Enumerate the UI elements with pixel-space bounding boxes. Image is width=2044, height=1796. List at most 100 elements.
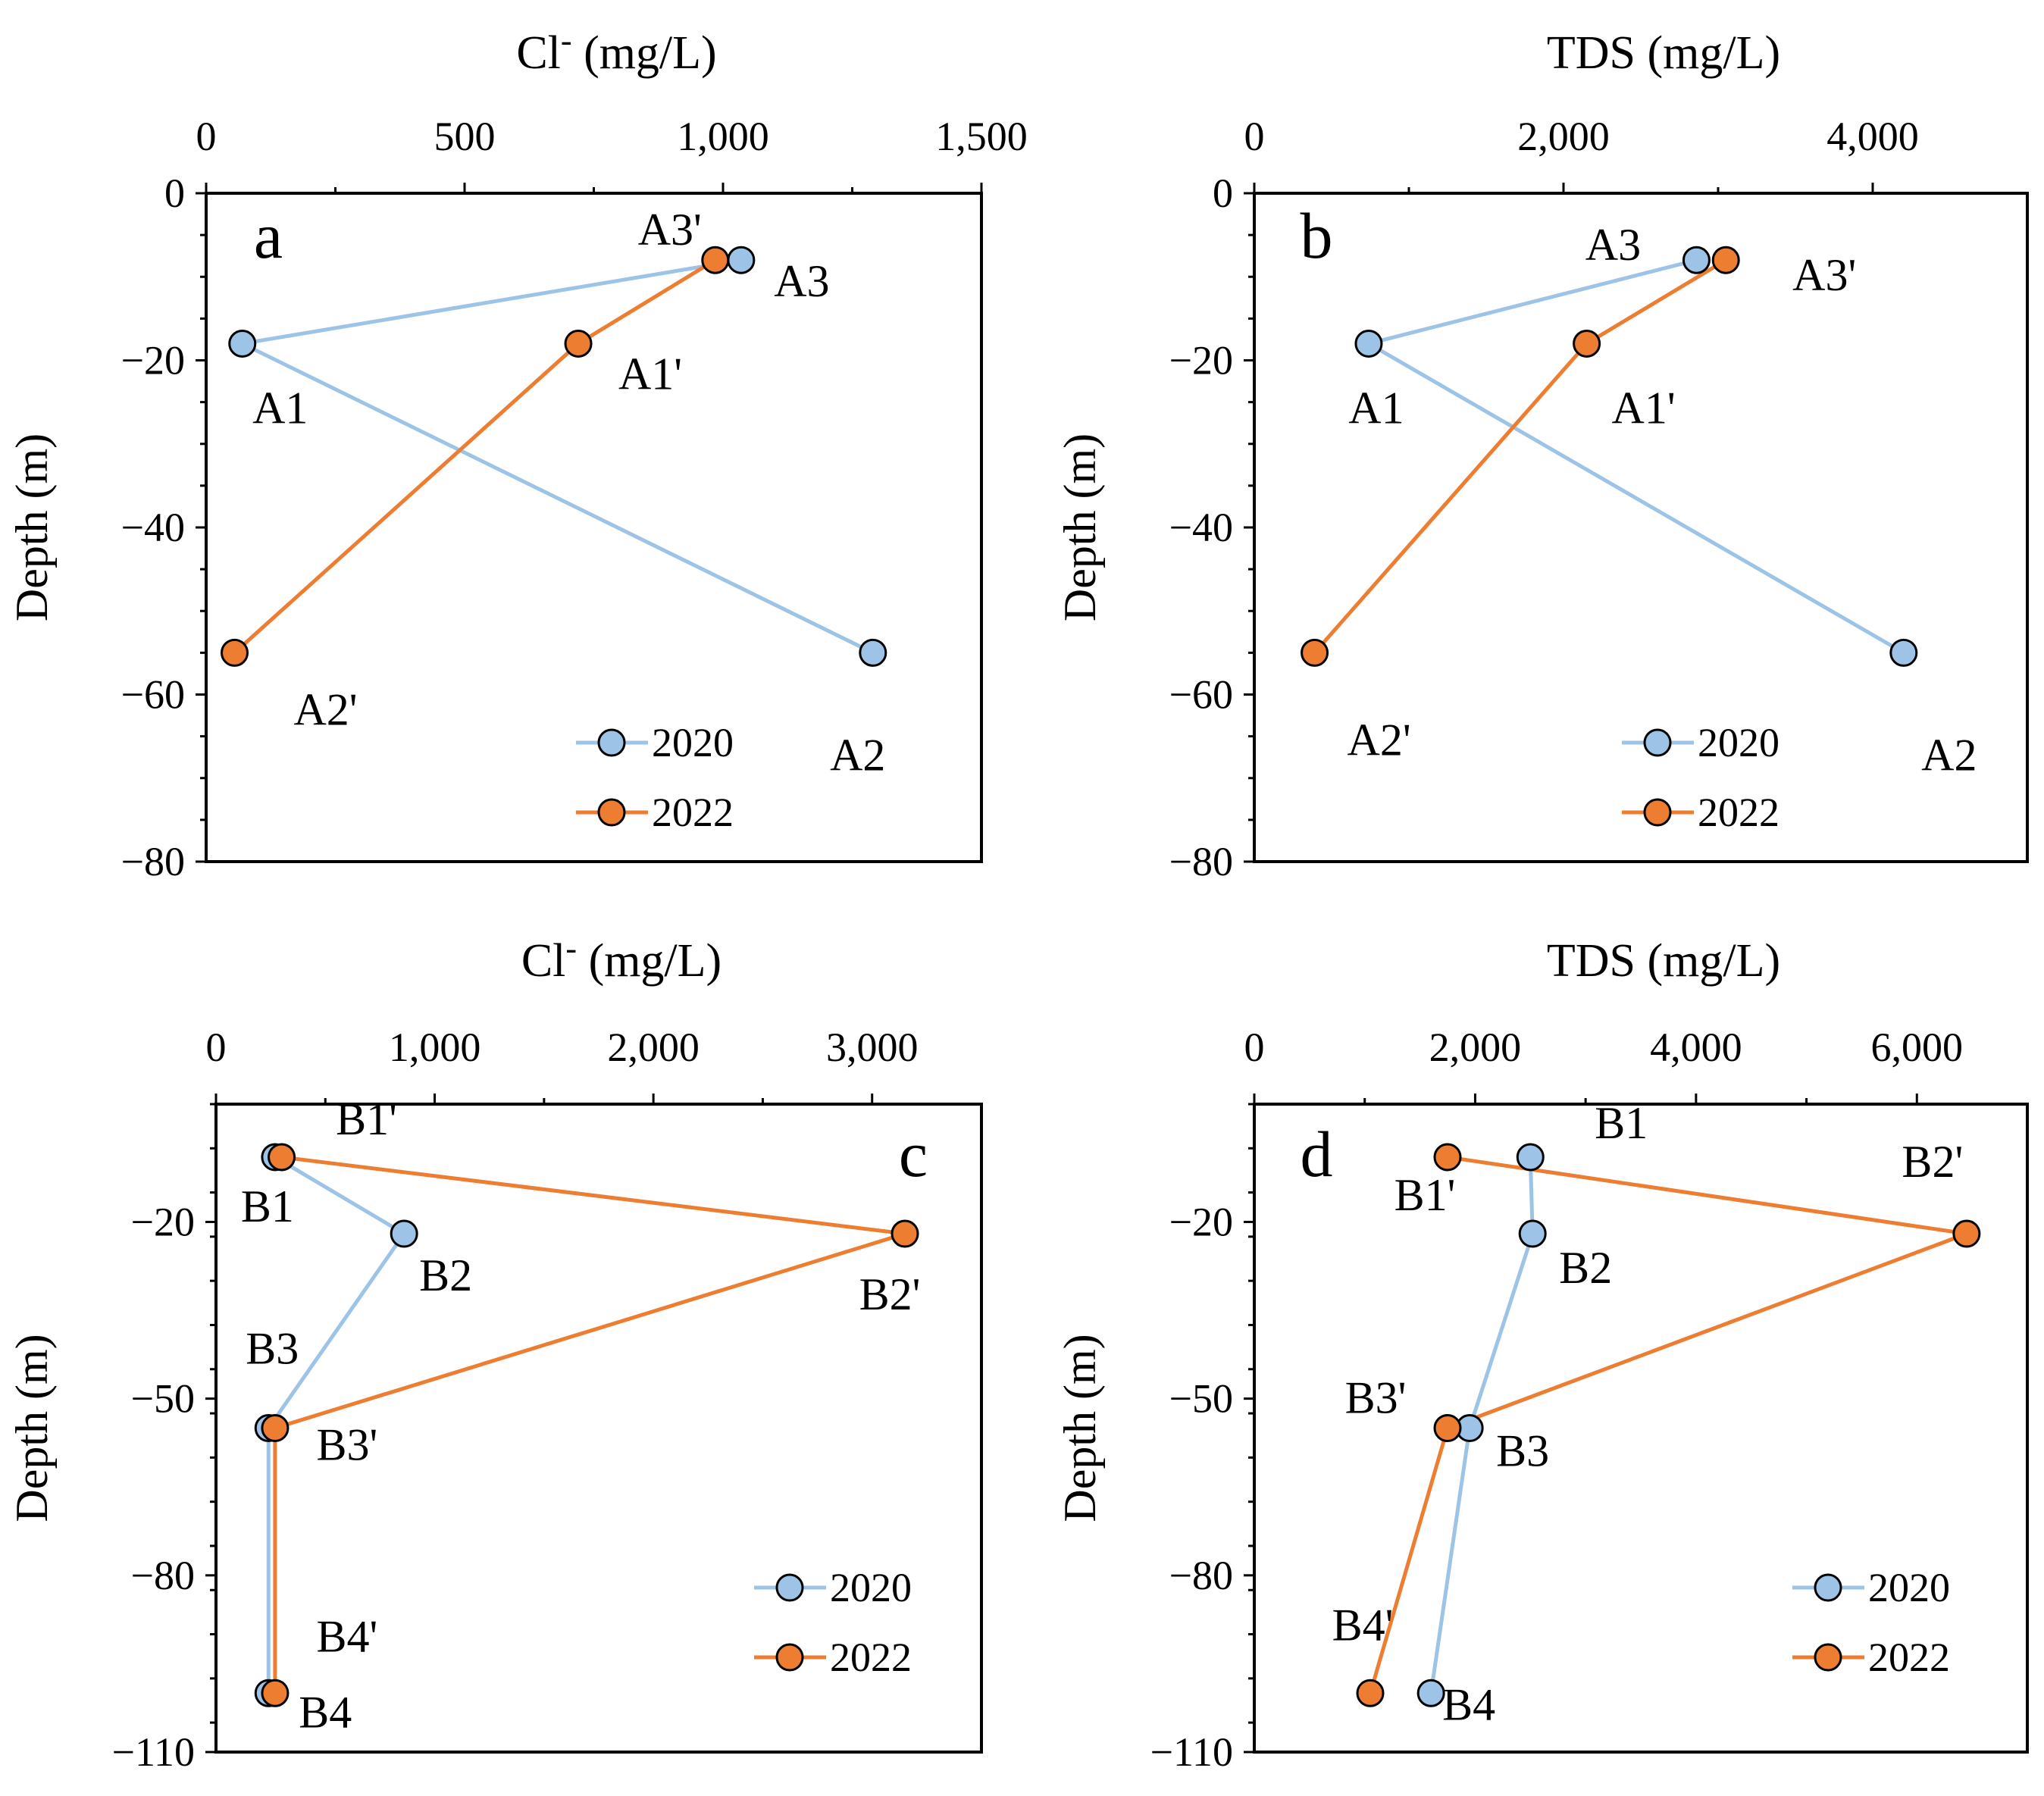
data-point-2022 bbox=[701, 246, 730, 274]
y-tick-label: −80 bbox=[121, 839, 185, 884]
x-tick-label: 1,500 bbox=[935, 114, 1028, 159]
legend-marker bbox=[775, 1573, 804, 1602]
point-label: B2 bbox=[419, 1250, 472, 1300]
point-label: B3' bbox=[1345, 1373, 1407, 1423]
legend: 2020 2022 bbox=[1622, 720, 1780, 835]
panel-letter: b bbox=[1301, 199, 1333, 272]
legend-marker bbox=[597, 798, 626, 827]
chart-panel-d: TDS (mg/L) 0 2,000 4,000 6,000 −20 −50 −80 −110 D… bbox=[1055, 935, 2029, 1775]
data-point-2022 bbox=[261, 1679, 290, 1707]
x-tick-label: 4,000 bbox=[1650, 1025, 1742, 1070]
panel-letter: d bbox=[1301, 1118, 1333, 1191]
chart-title: Cl- (mg/L) bbox=[521, 930, 722, 987]
point-label: A1 bbox=[1348, 383, 1404, 433]
data-point-2020 bbox=[1416, 1679, 1445, 1707]
x-tick-label: 2,000 bbox=[1517, 114, 1610, 159]
y-tick-label: −80 bbox=[1169, 1553, 1233, 1598]
x-tick-label: 4,000 bbox=[1826, 114, 1919, 159]
x-tick-label: 0 bbox=[1244, 114, 1265, 159]
point-label: A1' bbox=[618, 349, 682, 399]
data-point-2020 bbox=[1354, 329, 1383, 358]
point-label: A3 bbox=[774, 256, 829, 306]
panel-letter: a bbox=[254, 199, 283, 272]
series-line-2020 bbox=[1429, 1156, 1535, 1694]
point-label: A1' bbox=[1612, 383, 1676, 433]
y-tick-label: −80 bbox=[1169, 839, 1233, 884]
point-label: B2' bbox=[1902, 1137, 1963, 1187]
legend-label: 2020 bbox=[1698, 720, 1780, 765]
x-tick-label: 2,000 bbox=[607, 1025, 700, 1070]
series-line-2020 bbox=[236, 258, 874, 655]
plot-frame bbox=[214, 1103, 983, 1754]
y-tick-label: −20 bbox=[131, 1199, 195, 1244]
data-point-2020 bbox=[1682, 246, 1711, 274]
chart-title: Cl- (mg/L) bbox=[516, 22, 716, 79]
legend: 2020 2022 bbox=[576, 720, 734, 835]
point-label: A3' bbox=[1792, 250, 1856, 300]
data-point-2020 bbox=[228, 329, 257, 358]
x-tick-label: 1,000 bbox=[389, 1025, 481, 1070]
data-point-2022 bbox=[1301, 638, 1329, 667]
data-point-2020 bbox=[727, 246, 756, 274]
legend: 2020 2022 bbox=[1792, 1565, 1950, 1680]
series-line-2022 bbox=[1368, 1155, 1967, 1694]
data-point-2020 bbox=[1889, 638, 1918, 667]
data-point-2022 bbox=[1711, 246, 1740, 274]
x-tick-label: 6,000 bbox=[1871, 1025, 1964, 1070]
x-tick-label: 500 bbox=[434, 114, 496, 159]
data-point-2022 bbox=[1952, 1219, 1981, 1248]
y-tick-label: 0 bbox=[164, 171, 185, 216]
chart-title: TDS (mg/L) bbox=[1547, 935, 1780, 987]
legend-label: 2020 bbox=[1868, 1565, 1950, 1610]
legend-label: 2022 bbox=[1868, 1635, 1950, 1680]
y-tick-label: −110 bbox=[1150, 1729, 1233, 1775]
y-tick-label: −60 bbox=[1169, 672, 1233, 718]
point-label: A2' bbox=[1347, 715, 1410, 765]
point-label: B2 bbox=[1559, 1243, 1612, 1293]
data-point-2020 bbox=[1516, 1143, 1545, 1172]
data-point-2022 bbox=[891, 1219, 919, 1248]
y-tick-label: −20 bbox=[1169, 1199, 1233, 1244]
data-point-2022 bbox=[261, 1414, 290, 1442]
data-point-2022 bbox=[1433, 1143, 1462, 1172]
chart-panel-c: Cl- (mg/L) 0 1,000 2,000 3,000 −20 −50 −80 −110 D… bbox=[7, 930, 983, 1775]
point-label: B3' bbox=[316, 1420, 377, 1470]
chart-title: TDS (mg/L) bbox=[1547, 27, 1780, 79]
legend-marker bbox=[1814, 1573, 1842, 1602]
data-point-2022 bbox=[1356, 1679, 1385, 1707]
legend-label: 2022 bbox=[1698, 790, 1780, 835]
point-label: B4 bbox=[299, 1687, 352, 1737]
data-point-2022 bbox=[268, 1143, 296, 1172]
legend-label: 2022 bbox=[830, 1635, 912, 1680]
legend: 2020 2022 bbox=[754, 1565, 912, 1680]
legend-label: 2020 bbox=[830, 1565, 912, 1610]
data-point-2022 bbox=[221, 638, 249, 667]
point-label: B3 bbox=[1496, 1426, 1549, 1476]
chart-panel-a: Cl- (mg/L) 0 500 1,000 1,500 0 −20 −40 −60 −80 Dep… bbox=[7, 22, 1028, 884]
legend-label: 2020 bbox=[652, 720, 734, 765]
x-tick-label: 0 bbox=[196, 114, 217, 159]
x-tick-label: 1,000 bbox=[677, 114, 769, 159]
data-point-2020 bbox=[390, 1219, 418, 1248]
legend-marker bbox=[1814, 1643, 1842, 1672]
y-tick-label: −60 bbox=[121, 672, 185, 718]
y-axis-label: Depth (m) bbox=[7, 1334, 57, 1522]
y-tick-label: −80 bbox=[131, 1553, 195, 1598]
y-axis-label: Depth (m) bbox=[7, 433, 57, 621]
legend-marker bbox=[597, 728, 626, 757]
y-tick-label: −20 bbox=[121, 338, 185, 383]
legend-marker bbox=[1643, 728, 1672, 757]
point-label: B4' bbox=[1332, 1600, 1394, 1650]
y-tick-label: 0 bbox=[1213, 171, 1233, 216]
legend-marker bbox=[1643, 798, 1672, 827]
data-point-2022 bbox=[564, 329, 593, 358]
point-label: B2' bbox=[859, 1269, 921, 1319]
x-tick-label: 0 bbox=[1244, 1025, 1265, 1070]
y-tick-label: −50 bbox=[131, 1376, 195, 1422]
legend-marker bbox=[775, 1643, 804, 1672]
point-label: B3 bbox=[246, 1324, 299, 1374]
data-point-2022 bbox=[1573, 329, 1601, 358]
chart-panel-b: TDS (mg/L) 0 2,000 4,000 0 −20 −40 −60 −80 Depth … bbox=[1055, 27, 2029, 884]
panel-letter: c bbox=[899, 1118, 928, 1191]
